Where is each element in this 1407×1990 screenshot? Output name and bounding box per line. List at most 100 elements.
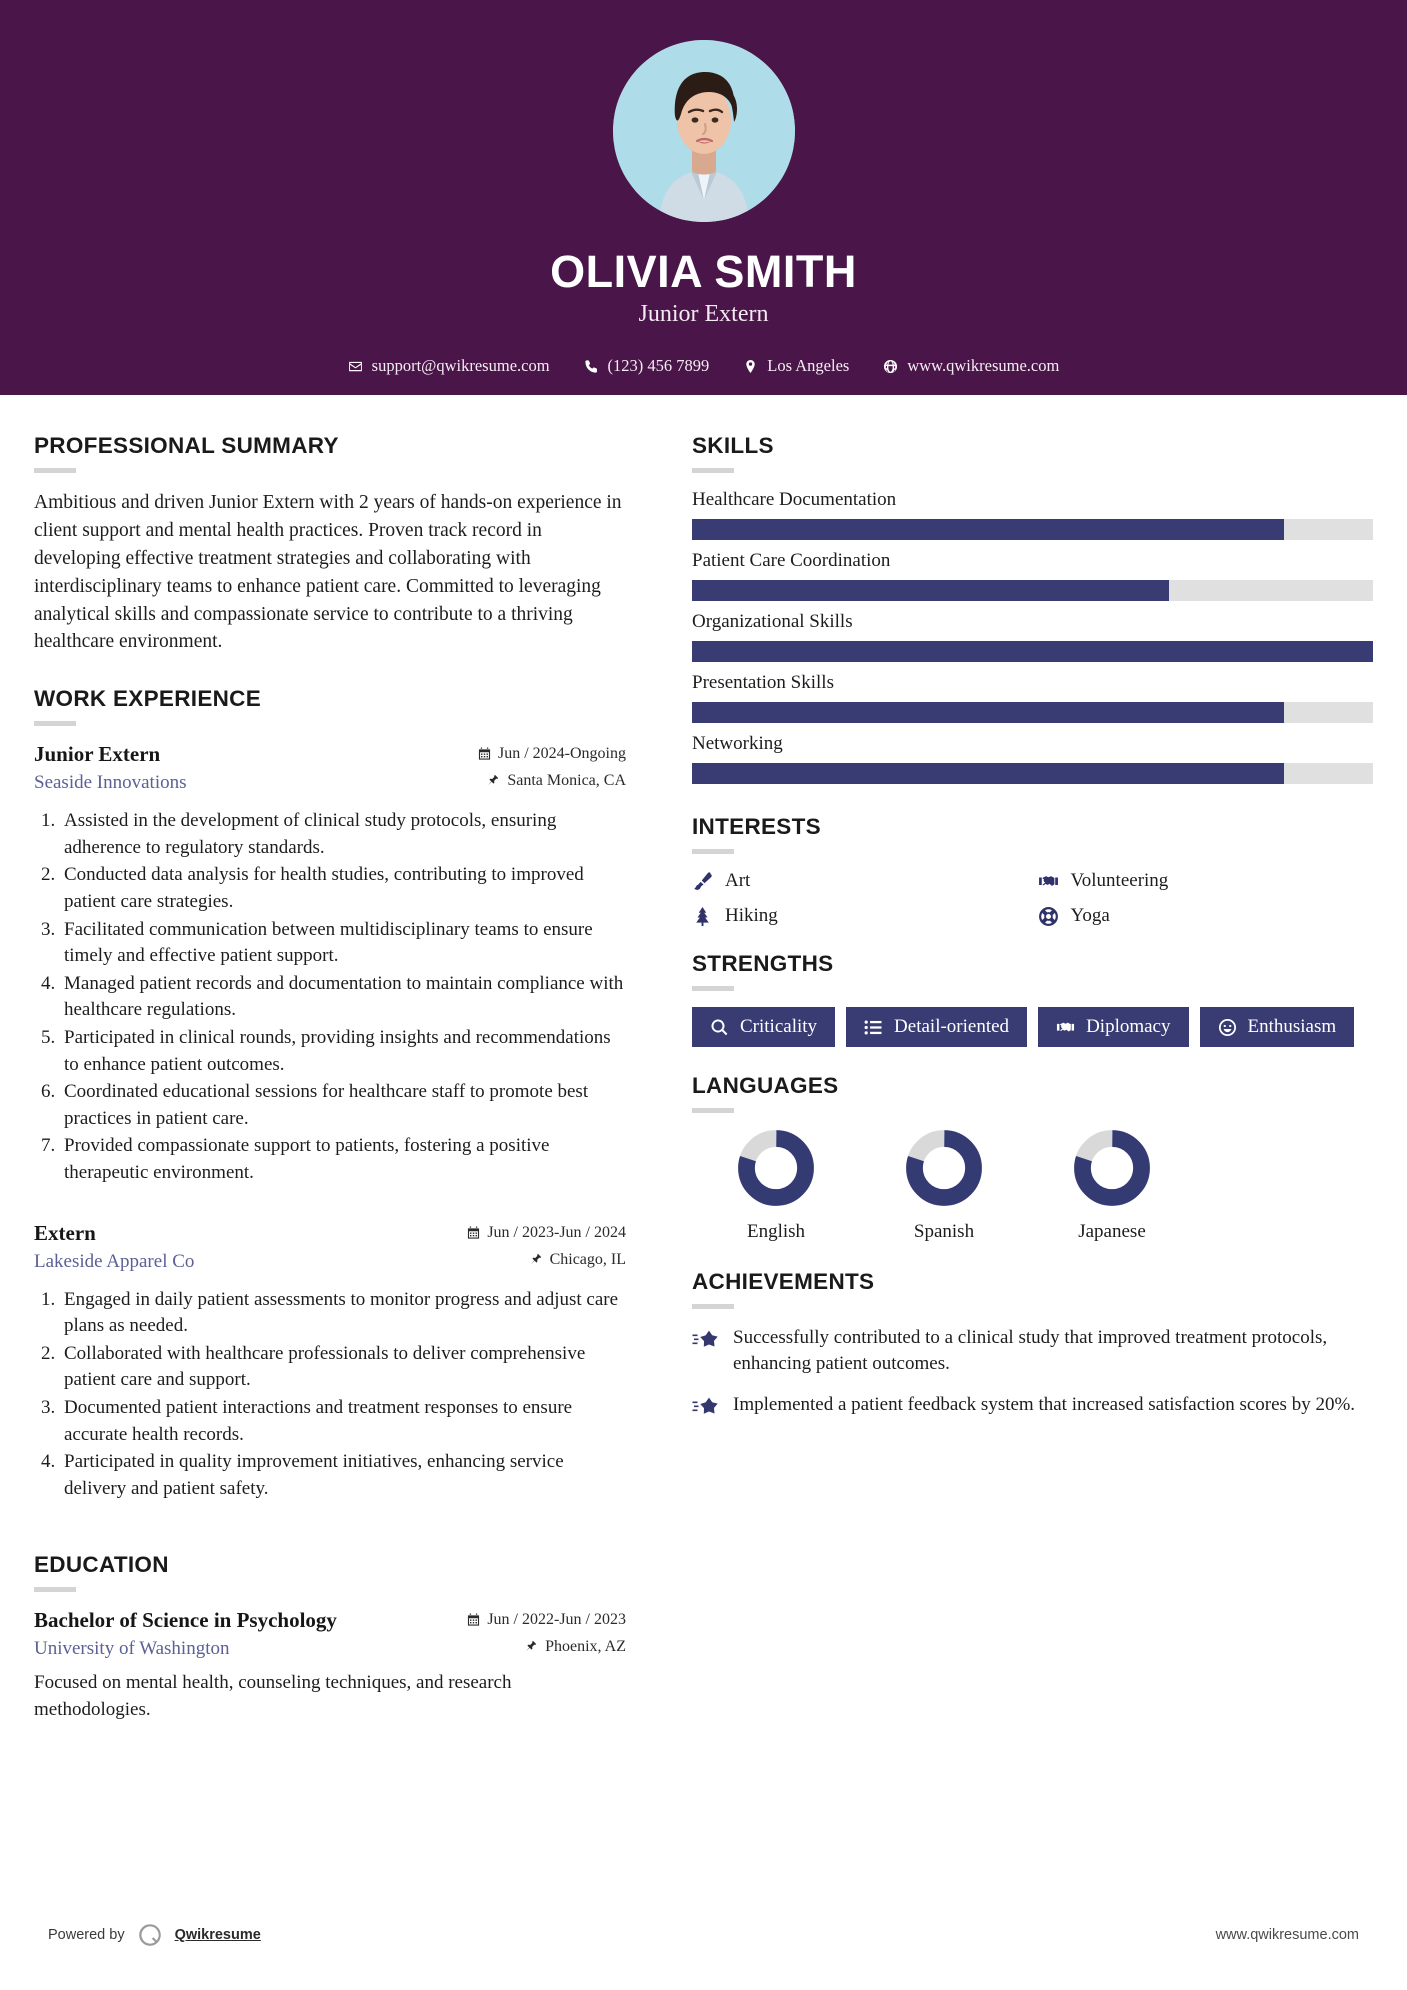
shooting-star-icon	[692, 1396, 719, 1420]
achievement-item: Implemented a patient feedback system th…	[692, 1392, 1373, 1420]
skill-track	[692, 702, 1373, 723]
education-entry-head: Bachelor of Science in Psychology Jun / …	[34, 1608, 626, 1633]
skill-row: Healthcare Documentation	[692, 489, 1373, 540]
strength-label: Diplomacy	[1086, 1016, 1171, 1037]
contact-phone[interactable]: (123) 456 7899	[584, 356, 710, 376]
spacer	[34, 656, 626, 686]
contact-row: support@qwikresume.com (123) 456 7899 Lo…	[331, 356, 1077, 376]
contact-email[interactable]: support@qwikresume.com	[348, 356, 550, 376]
powered-by-label: Powered by	[48, 1927, 125, 1943]
achievement-text: Implemented a patient feedback system th…	[733, 1394, 1356, 1416]
interest-item: Hiking	[692, 905, 1028, 927]
interest-item: Art	[692, 870, 1028, 892]
footer-website[interactable]: www.qwikresume.com	[1215, 1927, 1359, 1943]
spacer	[34, 1510, 626, 1552]
language-item: English	[692, 1129, 860, 1243]
section-achievements: ACHIEVEMENTS Successfully contributed to…	[692, 1269, 1373, 1420]
interest-item: Volunteering	[1038, 870, 1374, 892]
work-entry: Junior Extern Jun / 2024-Ongoing Seaside…	[34, 742, 626, 1186]
contact-phone-text: (123) 456 7899	[607, 356, 710, 376]
skill-track	[692, 641, 1373, 662]
section-rule	[34, 468, 76, 473]
avatar	[612, 40, 795, 222]
education-entry-subrow: University of Washington Phoenix, AZ	[34, 1638, 626, 1660]
job-location-text: Santa Monica, CA	[507, 772, 626, 790]
job-dates: Jun / 2024-Ongoing	[478, 745, 626, 763]
skill-label: Presentation Skills	[692, 672, 834, 693]
qwikresume-brand-link[interactable]: Qwikresume	[174, 1927, 261, 1943]
language-item: Spanish	[860, 1129, 1028, 1243]
skill-row: Networking	[692, 733, 1373, 784]
calendar-icon	[467, 1226, 480, 1240]
work-entry-subrow: Lakeside Apparel Co Chicago, IL	[34, 1251, 626, 1273]
qwikresume-logo-icon	[137, 1922, 163, 1948]
contact-email-text: support@qwikresume.com	[371, 356, 550, 376]
section-professional-summary: PROFESSIONAL SUMMARY Ambitious and drive…	[34, 433, 626, 656]
summary-text: Ambitious and driven Junior Extern with …	[34, 492, 622, 653]
skill-track	[692, 519, 1373, 540]
section-rule	[34, 721, 76, 727]
bullet-item: Engaged in daily patient assessments to …	[60, 1287, 626, 1340]
tree-icon	[692, 906, 713, 927]
section-title: EDUCATION	[34, 1552, 169, 1578]
language-item: Japanese	[1028, 1129, 1196, 1243]
skill-label: Organizational Skills	[692, 611, 853, 632]
work-entry-head: Extern Jun / 2023-Jun / 2024	[34, 1221, 626, 1246]
contact-location-text: Los Angeles	[767, 356, 850, 376]
contact-website[interactable]: www.qwikresume.com	[883, 356, 1059, 376]
language-donut	[738, 1130, 814, 1206]
list-icon	[864, 1018, 883, 1037]
bullet-item: Documented patient interactions and trea…	[60, 1395, 626, 1448]
section-education: EDUCATION Bachelor of Science in Psychol…	[34, 1552, 626, 1724]
education-location: Phoenix, AZ	[525, 1638, 626, 1656]
company-name[interactable]: Lakeside Apparel Co	[34, 1250, 195, 1272]
map-pin-icon	[743, 359, 758, 374]
bullet-item: Assisted in the development of clinical …	[60, 808, 626, 861]
pushpin-icon	[487, 774, 500, 788]
section-title: SKILLS	[692, 433, 774, 458]
handshake-icon	[1038, 871, 1059, 892]
section-rule	[692, 468, 734, 473]
bullet-item: Conducted data analysis for health studi…	[60, 862, 626, 915]
skill-fill	[692, 519, 1285, 540]
achievement-item: Successfully contributed to a clinical s…	[692, 1325, 1373, 1377]
work-entry-subrow: Seaside Innovations Santa Monica, CA	[34, 772, 626, 794]
language-label: Spanish	[913, 1221, 975, 1242]
skill-track	[692, 763, 1373, 784]
job-dates-text: Jun / 2023-Jun / 2024	[487, 1223, 626, 1241]
strength-chip: Detail-oriented	[846, 1007, 1028, 1047]
skill-label: Healthcare Documentation	[692, 489, 897, 510]
skill-label: Networking	[692, 733, 783, 754]
envelope-icon	[348, 359, 363, 374]
section-skills: SKILLS Healthcare Documentation Patient …	[692, 433, 1373, 784]
skill-fill	[692, 763, 1285, 784]
job-location-text: Chicago, IL	[549, 1250, 626, 1268]
work-entry: Extern Jun / 2023-Jun / 2024 Lakeside Ap…	[34, 1221, 626, 1503]
languages-list: English Spanish Japanese	[692, 1129, 1373, 1243]
bullet-item: Coordinated educational sessions for hea…	[60, 1079, 626, 1132]
section-interests: INTERESTS Art Volunteering	[692, 814, 1373, 927]
company-name[interactable]: Seaside Innovations	[34, 772, 187, 794]
spacer	[692, 794, 1373, 814]
skill-label: Patient Care Coordination	[692, 550, 891, 571]
globe-icon	[883, 359, 898, 374]
interest-label: Volunteering	[1070, 870, 1169, 891]
school-name[interactable]: University of Washington	[34, 1638, 230, 1660]
bullet-item: Collaborated with healthcare professiona…	[60, 1341, 626, 1394]
job-bullets: Engaged in daily patient assessments to …	[34, 1287, 626, 1503]
skill-row: Organizational Skills	[692, 611, 1373, 662]
education-entry: Bachelor of Science in Psychology Jun / …	[34, 1608, 626, 1724]
interest-label: Yoga	[1070, 905, 1110, 926]
interests-grid: Art Volunteering Hiking	[692, 870, 1373, 927]
job-bullets: Assisted in the development of clinical …	[34, 808, 626, 1186]
left-column: PROFESSIONAL SUMMARY Ambitious and drive…	[0, 395, 660, 1732]
job-dates: Jun / 2023-Jun / 2024	[467, 1224, 626, 1242]
skill-row: Presentation Skills	[692, 672, 1373, 723]
skill-fill	[692, 641, 1373, 662]
language-label: Japanese	[1078, 1221, 1146, 1242]
education-dates: Jun / 2022-Jun / 2023	[467, 1611, 626, 1629]
lifering-icon	[1038, 906, 1059, 927]
search-icon	[710, 1018, 729, 1037]
interest-label: Art	[725, 870, 751, 891]
education-location-text: Phoenix, AZ	[545, 1638, 626, 1656]
